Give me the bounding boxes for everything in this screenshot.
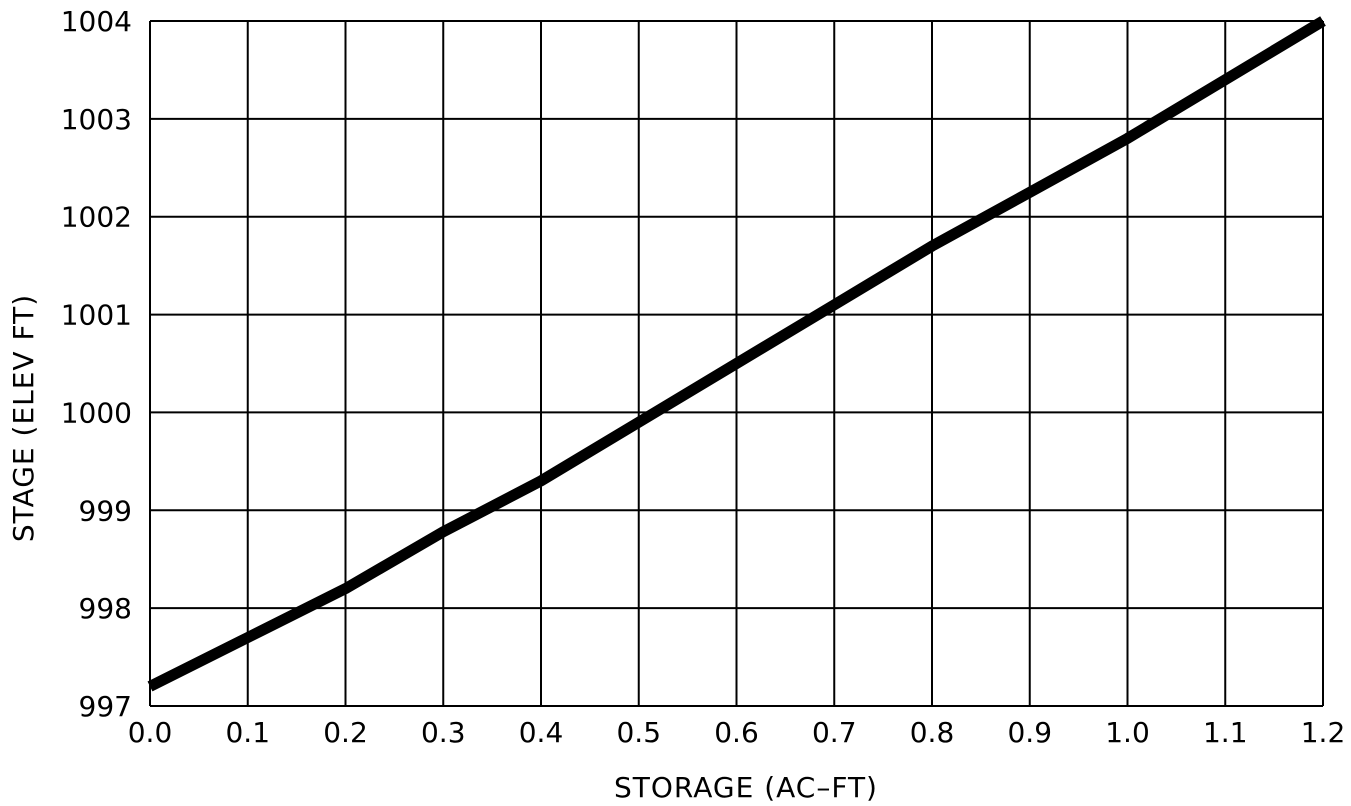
x-tick-label: 1.1 [1203, 716, 1248, 749]
y-tick-label: 997 [79, 690, 132, 723]
x-tick-label: 0.4 [519, 716, 564, 749]
y-tick-label: 1000 [61, 396, 132, 429]
x-tick-label: 1.0 [1105, 716, 1150, 749]
y-axis-label: STAGE (ELEV FT) [7, 294, 40, 542]
x-axis-label: STORAGE (AC–FT) [614, 771, 878, 804]
y-tick-label: 998 [79, 592, 132, 625]
x-tick-label: 0.2 [323, 716, 368, 749]
y-tick-labels: 997 998 999 1000 1001 1002 1003 1004 [61, 5, 132, 723]
x-tick-labels: 0.0 0.1 0.2 0.3 0.4 0.5 0.6 0.7 0.8 0.9 1.0 1.1 1.2 [128, 716, 1346, 749]
y-tick-label: 1001 [61, 299, 132, 332]
x-tick-label: 0.8 [910, 716, 955, 749]
y-tick-label: 1003 [61, 103, 132, 136]
x-tick-label: 0.9 [1007, 716, 1052, 749]
x-tick-label: 0.1 [225, 716, 270, 749]
x-tick-label: 0.6 [714, 716, 759, 749]
x-tick-label: 0.7 [812, 716, 857, 749]
stage-storage-curve [147, 16, 1326, 692]
series-line-group [147, 16, 1326, 692]
x-tick-label: 1.2 [1301, 716, 1346, 749]
y-tick-label: 1002 [61, 201, 132, 234]
y-tick-label: 999 [79, 494, 132, 527]
x-tick-label: 0.0 [128, 716, 173, 749]
y-tick-label: 1004 [61, 5, 132, 38]
x-tick-label: 0.5 [616, 716, 661, 749]
x-tick-label: 0.3 [421, 716, 466, 749]
